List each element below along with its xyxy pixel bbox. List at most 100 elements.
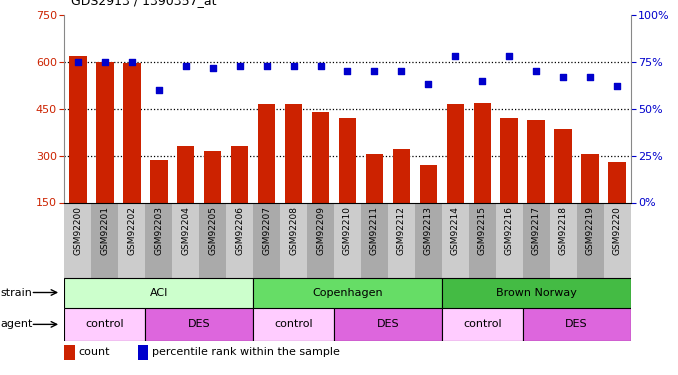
Bar <box>603 202 631 278</box>
Bar <box>361 202 388 278</box>
Bar <box>172 202 199 278</box>
Bar <box>388 202 415 278</box>
Text: GSM92203: GSM92203 <box>155 206 163 255</box>
Bar <box>550 202 576 278</box>
Text: GSM92215: GSM92215 <box>478 206 487 255</box>
Point <box>207 64 218 70</box>
Bar <box>204 151 222 202</box>
Bar <box>199 202 226 278</box>
Bar <box>523 308 631 341</box>
Bar <box>473 102 491 202</box>
Text: GSM92204: GSM92204 <box>181 206 191 255</box>
Point <box>450 53 461 59</box>
Text: GSM92219: GSM92219 <box>586 206 595 255</box>
Point <box>288 63 299 69</box>
Bar <box>334 308 442 341</box>
Point <box>531 68 542 74</box>
Text: control: control <box>274 320 313 329</box>
Bar <box>253 278 442 308</box>
Point <box>100 59 111 65</box>
Text: GSM92214: GSM92214 <box>451 206 460 255</box>
Bar <box>253 202 280 278</box>
Bar <box>231 146 248 202</box>
Text: DES: DES <box>188 320 210 329</box>
Bar <box>226 202 253 278</box>
Point <box>558 74 569 80</box>
Bar <box>339 118 356 202</box>
Bar <box>150 160 167 202</box>
Point <box>73 59 83 65</box>
Bar <box>442 202 468 278</box>
Bar <box>312 112 330 202</box>
Text: GSM92216: GSM92216 <box>504 206 514 255</box>
Text: GDS2913 / 1390357_at: GDS2913 / 1390357_at <box>71 0 217 8</box>
Bar <box>64 202 92 278</box>
Text: GSM92217: GSM92217 <box>532 206 540 255</box>
Bar <box>500 118 518 202</box>
Text: GSM92220: GSM92220 <box>612 206 622 255</box>
Bar <box>415 202 442 278</box>
Text: control: control <box>463 320 502 329</box>
Bar <box>258 104 275 202</box>
Text: DES: DES <box>565 320 588 329</box>
Text: Brown Norway: Brown Norway <box>496 288 576 297</box>
Bar <box>69 56 87 202</box>
Bar <box>334 202 361 278</box>
Bar <box>447 104 464 202</box>
Bar <box>365 154 383 203</box>
Bar <box>442 308 523 341</box>
Point <box>504 53 515 59</box>
Bar <box>307 202 334 278</box>
Bar <box>119 202 145 278</box>
Text: GSM92208: GSM92208 <box>289 206 298 255</box>
Bar <box>555 129 572 203</box>
Bar <box>145 308 253 341</box>
Text: count: count <box>79 347 110 357</box>
Point <box>423 81 434 87</box>
Bar <box>64 308 145 341</box>
Text: percentile rank within the sample: percentile rank within the sample <box>152 347 340 357</box>
Text: GSM92202: GSM92202 <box>127 206 136 255</box>
Text: GSM92206: GSM92206 <box>235 206 244 255</box>
Text: Copenhagen: Copenhagen <box>312 288 383 297</box>
Bar <box>64 345 75 360</box>
Text: GSM92218: GSM92218 <box>559 206 567 255</box>
Bar <box>527 120 545 202</box>
Text: GSM92201: GSM92201 <box>100 206 109 255</box>
Bar <box>253 308 334 341</box>
Text: GSM92211: GSM92211 <box>370 206 379 255</box>
Point <box>261 63 272 69</box>
Text: GSM92213: GSM92213 <box>424 206 433 255</box>
Bar <box>581 154 599 203</box>
Point <box>584 74 595 80</box>
Point <box>153 87 164 93</box>
Bar <box>138 345 148 360</box>
Bar <box>496 202 523 278</box>
Bar <box>523 202 550 278</box>
Bar <box>64 278 253 308</box>
Text: control: control <box>85 320 124 329</box>
Point <box>126 59 137 65</box>
Text: GSM92207: GSM92207 <box>262 206 271 255</box>
Text: strain: strain <box>1 288 33 297</box>
Text: GSM92209: GSM92209 <box>316 206 325 255</box>
Bar <box>576 202 603 278</box>
Bar <box>608 162 626 202</box>
Bar <box>420 165 437 202</box>
Bar <box>393 149 410 202</box>
Bar <box>145 202 172 278</box>
Text: GSM92205: GSM92205 <box>208 206 217 255</box>
Bar <box>285 104 302 202</box>
Bar <box>442 278 631 308</box>
Point <box>477 78 487 84</box>
Point <box>612 83 622 89</box>
Bar <box>177 146 195 202</box>
Point <box>396 68 407 74</box>
Point <box>342 68 353 74</box>
Point <box>180 63 191 69</box>
Text: DES: DES <box>376 320 399 329</box>
Point <box>369 68 380 74</box>
Bar <box>280 202 307 278</box>
Point <box>234 63 245 69</box>
Text: GSM92210: GSM92210 <box>343 206 352 255</box>
